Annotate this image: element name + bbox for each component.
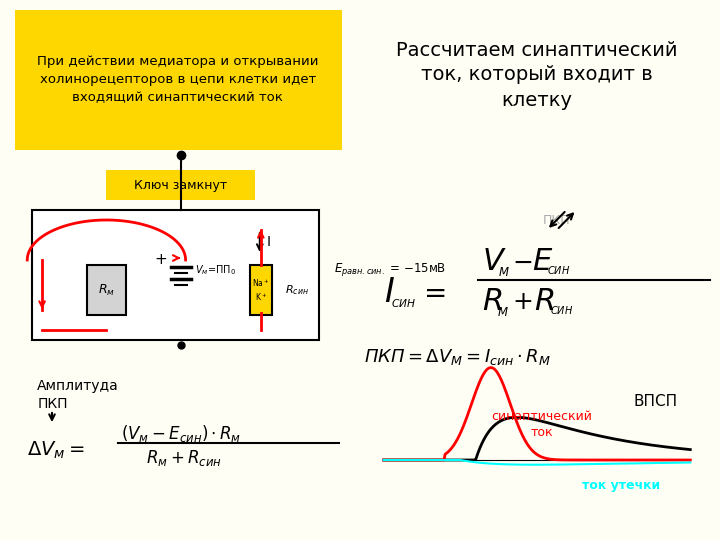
FancyBboxPatch shape [107,170,255,200]
Text: $_М$: $_М$ [498,301,509,319]
Text: $E$: $E$ [532,247,553,276]
Text: $(V_м - E_{син}) \cdot R_м$: $(V_м - E_{син}) \cdot R_м$ [121,422,241,443]
Text: $R$: $R$ [534,287,554,316]
Text: ВПСП: ВПСП [634,395,678,409]
Bar [86,265,126,315]
Bar [32,210,319,340]
Text: $_{СИН}$: $_{СИН}$ [550,303,573,317]
Text: Ключ замкнут: Ключ замкнут [134,179,228,192]
Text: $+$: $+$ [512,290,532,314]
Text: $I$: $I$ [384,275,395,308]
Text: $V_м$=ПП$_0$: $V_м$=ПП$_0$ [196,263,236,277]
Text: $E_{равн.син.}$ = −15мВ: $E_{равн.син.}$ = −15мВ [334,261,446,279]
Text: $R_м$: $R_м$ [98,282,115,298]
Text: Амплитуда
ПКП: Амплитуда ПКП [37,379,119,410]
Text: $\Delta V_м =$: $\Delta V_м =$ [27,440,85,461]
Text: $R_{син}$: $R_{син}$ [284,283,308,297]
Text: ПКП: ПКП [543,213,570,226]
Text: При действии медиатора и открывании
холинорецепторов в цепи клетки идет
входящий: При действии медиатора и открывании холи… [37,56,318,105]
Text: Na$^+$
K$^+$: Na$^+$ K$^+$ [252,278,269,302]
Text: синаптический
ток: синаптический ток [492,409,593,438]
Text: $=$: $=$ [418,278,446,306]
Text: $R_м + R_{син}$: $R_м + R_{син}$ [146,448,222,468]
Bar [250,265,271,315]
FancyBboxPatch shape [15,10,342,150]
Text: +: + [155,253,167,267]
Text: $-$: $-$ [512,250,533,274]
Text: $_{СИН}$: $_{СИН}$ [392,295,417,310]
Text: Рассчитаем синаптический
ток, который входит в
клетку: Рассчитаем синаптический ток, который вх… [396,40,678,110]
Text: $_{СИН}$: $_{СИН}$ [546,263,570,277]
Text: I: I [266,235,271,249]
Text: $V$: $V$ [482,247,507,276]
Text: ток утечки: ток утечки [582,478,660,491]
Text: $R$: $R$ [482,287,503,316]
Text: $_М$: $_М$ [498,261,510,279]
Text: $ПКП = \Delta V_М = I_{син} \cdot R_М$: $ПКП = \Delta V_М = I_{син} \cdot R_М$ [364,347,551,367]
